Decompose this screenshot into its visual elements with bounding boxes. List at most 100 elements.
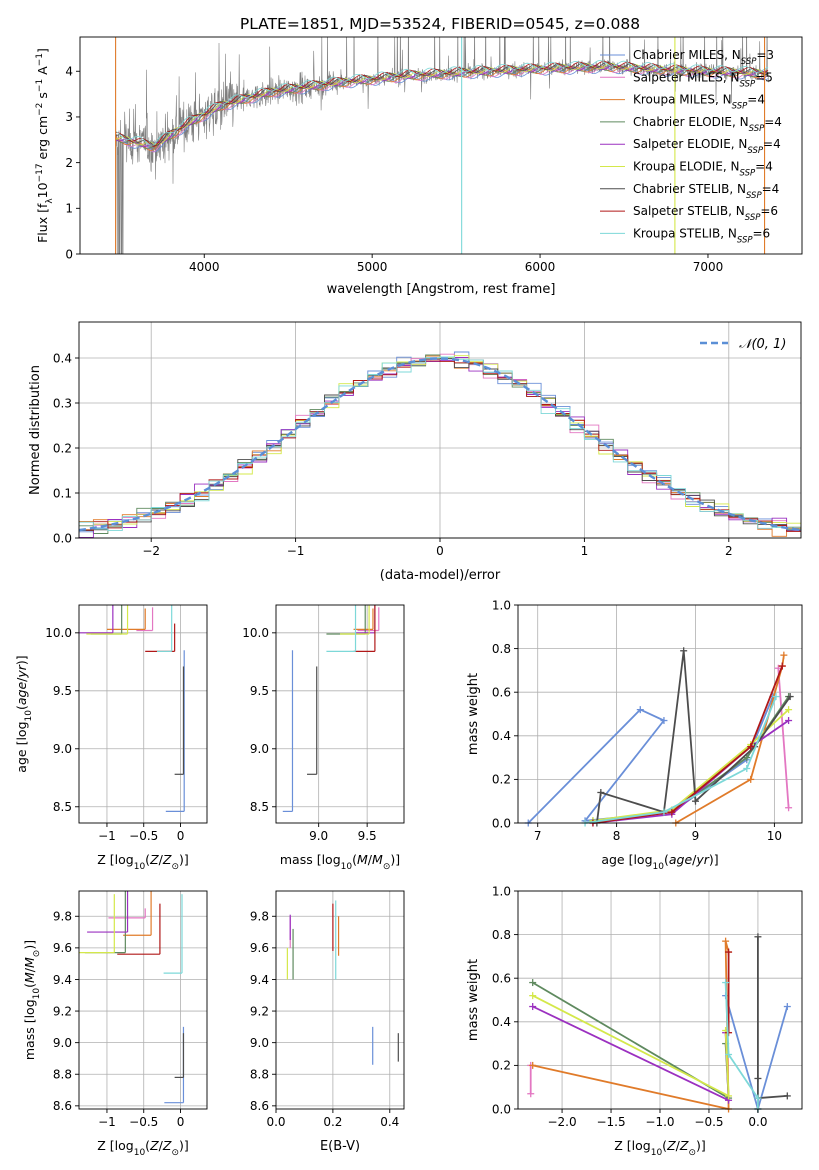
weight-line-chabrier_elodie	[592, 696, 790, 822]
x-axis-label: Z [log10(Z/Z⊙)]	[97, 852, 189, 872]
errorbar-chabrier_stelib	[307, 666, 318, 775]
y-tick-label: 8.8	[250, 1068, 269, 1082]
model-line-chabrier_stelib	[115, 61, 769, 147]
errorbars	[282, 605, 380, 813]
weight-point	[754, 1094, 762, 1102]
y-tick-label: 0.8	[492, 642, 511, 656]
y-tick-label: 9.5	[250, 684, 269, 698]
weight-line-salpeter_stelib	[592, 665, 784, 824]
x-tick-label: 8	[613, 829, 621, 843]
errorbar-chabrier_miles	[165, 650, 185, 813]
errorbar-kroupa_stelib	[163, 894, 183, 974]
weight-point	[692, 797, 699, 805]
weight-point	[722, 937, 730, 945]
weight-point	[747, 775, 755, 783]
legend-entry: Salpeter STELIB, NSSP=6	[633, 204, 778, 223]
weight-point	[680, 647, 688, 655]
x-tick-label: −1	[98, 829, 116, 843]
legend-entry: Salpeter MILES, NSSP=5	[633, 70, 773, 89]
y-tick-label: 0.0	[53, 531, 72, 545]
model-line-kroupa_stelib	[115, 60, 769, 146]
y-tick-label: 0	[65, 247, 73, 261]
x-axis-label: E(B-V)	[320, 1139, 360, 1154]
legend-entry: Kroupa STELIB, NSSP=6	[633, 226, 770, 245]
y-tick-label: 1.0	[492, 884, 511, 898]
weight-point	[786, 693, 794, 701]
y-tick-label: 8.5	[250, 800, 269, 814]
y-axis-label: Normed distribution	[28, 365, 43, 495]
x-tick-label: −0.5	[129, 1115, 158, 1129]
errorbar-salpeter_elodie	[79, 605, 114, 634]
mass-vs-Z-panel: −1 −0.5 0 8.6 8.8 9.0 9.2 9.4 9.6 9.8 Z [log10(Z/Z…	[22, 890, 208, 1158]
histogram-kroupa_stelib	[79, 356, 801, 537]
y-tick-label: 9.8	[53, 910, 72, 924]
y-tick-label: 0.6	[492, 686, 511, 700]
errorbar-salpeter_stelib	[353, 605, 376, 652]
weight-lines	[524, 647, 794, 827]
y-tick-label: 8.8	[53, 1068, 72, 1082]
age-vs-Z-panel: −1 −0.5 0 8.5 9.0 9.5 10.0 Z [log10(Z/Z⊙)] age […	[14, 604, 208, 872]
y-tick-label: 0.4	[53, 351, 72, 365]
x-tick-label: 0	[177, 1115, 185, 1129]
weight-point	[668, 808, 676, 816]
model-line-kroupa_miles	[115, 65, 769, 151]
x-tick-label: 0	[177, 829, 185, 843]
legend-entry: Chabrier STELIB, NSSP=4	[633, 182, 779, 201]
y-tick-label: 9.2	[53, 1004, 72, 1018]
axes-frame	[517, 604, 803, 824]
y-tick-label: 9.0	[250, 742, 269, 756]
weight-point	[743, 765, 751, 772]
errorbar-salpeter_stelib	[117, 903, 161, 955]
x-tick-label: −0.5	[129, 829, 158, 843]
legend: 𝒩(0, 1)	[700, 337, 786, 352]
weight-point	[747, 743, 755, 751]
y-axis-label: Flux [fλ10−17 erg cm−2 s−1 A−1]	[35, 48, 55, 243]
y-axis-label: mass [log10(M/M⊙)]	[22, 940, 42, 1060]
axes-frame	[275, 604, 405, 824]
errorbar-chabrier_stelib	[174, 1033, 185, 1079]
y-tick-label: 9.0	[53, 1036, 72, 1050]
mass-vs-EBV-panel: 0.0 0.2 0.4 8.6 8.8 9.0 9.2 9.4 9.6 9.8	[250, 890, 405, 1129]
y-tick-label: 0.3	[53, 396, 72, 410]
weight-point	[529, 992, 537, 1000]
y-tick-label: 9.4	[250, 973, 269, 987]
y-tick-label: 9.0	[250, 1036, 269, 1050]
weight-point	[660, 808, 668, 816]
errorbars	[79, 891, 185, 1104]
y-tick-label: 0.0	[492, 816, 511, 830]
normal-curve	[79, 357, 801, 532]
y-axis-label: mass weight	[466, 959, 481, 1041]
x-axis-label: mass [log10(M/M⊙)]	[280, 852, 400, 872]
legend-entry: Kroupa MILES, NSSP=4	[633, 93, 765, 112]
x-tick-label: 10	[767, 829, 782, 843]
y-tick-label: 8.6	[250, 1099, 269, 1113]
weight-line-kroupa_stelib	[584, 696, 777, 824]
y-tick-label: 3	[65, 110, 73, 124]
histogram-panel: −2 −1 0 1 2 0.0 0.1 0.2 0.3 0.4 (data-model)/error…	[28, 321, 802, 583]
axes-frame	[79, 36, 803, 255]
errorbar-chabrier_miles	[282, 650, 294, 813]
age-vs-mass-panel: 9.0 9.5 8.5 9.0 9.5 10.0 mass [log10(M/M⊙)]	[242, 604, 405, 872]
weight-point	[725, 948, 733, 956]
y-tick-label: 0.1	[53, 486, 72, 500]
errorbar-salpeter_miles	[357, 607, 380, 632]
errorbar-salpeter_elodie	[87, 891, 129, 933]
y-tick-label: 9.8	[250, 910, 269, 924]
x-axis-label: wavelength [Angstrom, rest frame]	[327, 282, 556, 297]
weight-point	[722, 979, 730, 987]
axes-frame	[78, 890, 208, 1110]
y-tick-label: 0.2	[492, 1059, 511, 1073]
errorbar-kroupa_miles	[353, 608, 374, 630]
y-tick-label: 0.2	[492, 773, 511, 787]
weight-line-salpeter_miles	[777, 668, 790, 808]
y-tick-label: 2	[65, 156, 73, 170]
errorbar-chabrier_elodie	[326, 605, 366, 635]
x-tick-label: 9	[692, 829, 700, 843]
x-axis-label: Z [log10(Z/Z⊙)]	[614, 1138, 706, 1158]
y-axis-label: age [log10(age/yr)]	[14, 655, 34, 772]
weight-lines	[527, 933, 791, 1113]
y-tick-label: 0.4	[492, 1015, 511, 1029]
x-axis-label: Z [log10(Z/Z⊙)]	[97, 1138, 189, 1158]
x-tick-label: 4000	[189, 260, 220, 274]
